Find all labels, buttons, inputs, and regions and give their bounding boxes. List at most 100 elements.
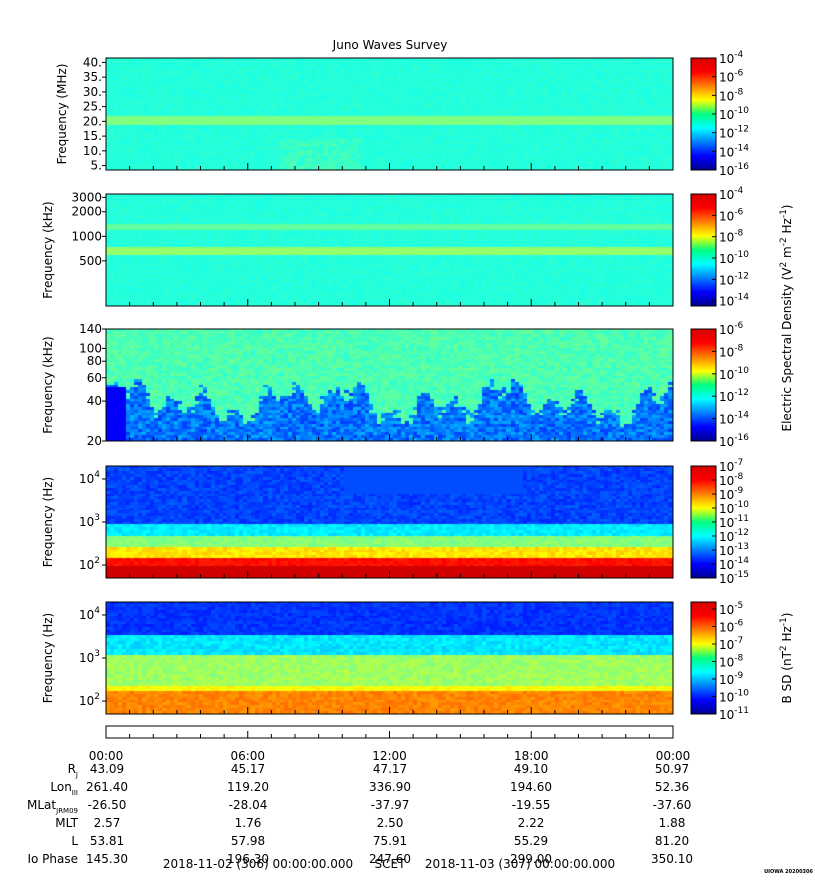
x-tick-label: 18:00 bbox=[514, 749, 549, 763]
ephemeris-value: 81.20 bbox=[655, 834, 689, 848]
ephemeris-value: 45.17 bbox=[231, 762, 265, 776]
x-tick-label: 00:00 bbox=[656, 749, 691, 763]
colorbar-tick-label: 10-10 bbox=[719, 250, 749, 266]
ephemeris-value: 299.00 bbox=[510, 852, 552, 866]
y-axis-label: Frequency (Hz) bbox=[41, 477, 55, 568]
y-tick-label: 60 bbox=[87, 371, 102, 385]
spectrogram-3 bbox=[106, 329, 673, 441]
ephemeris-value: 55.29 bbox=[514, 834, 548, 848]
colorbar-tick-label: 10-10 bbox=[719, 689, 749, 705]
colorbar-tick-label: 10-16 bbox=[719, 162, 749, 178]
ephemeris-label: Io Phase bbox=[27, 852, 78, 866]
ephemeris-value: 43.09 bbox=[90, 762, 124, 776]
y-tick-label: 1000 bbox=[71, 229, 102, 243]
ephemeris-value: 261.40 bbox=[86, 780, 128, 794]
ephemeris-value: 57.98 bbox=[231, 834, 265, 848]
y-tick-label: 102 bbox=[79, 692, 100, 708]
colorbar-tick-label: 10-14 bbox=[719, 143, 749, 159]
chart-title: Juno Waves Survey bbox=[332, 38, 448, 52]
ephemeris-value: 145.30 bbox=[86, 852, 128, 866]
ephemeris-value: 247.60 bbox=[369, 852, 411, 866]
y-tick-label: 80 bbox=[87, 354, 102, 368]
y-tick-label: 103 bbox=[79, 649, 100, 665]
y-axis-label: Frequency (Hz) bbox=[41, 613, 55, 704]
ephemeris-label: LonIII bbox=[50, 780, 78, 797]
colorbar-5 bbox=[690, 601, 717, 715]
colorbar-tick-label: 10-8 bbox=[719, 87, 744, 103]
y-tick-label: 25. bbox=[83, 100, 102, 114]
ephemeris-label: MLT bbox=[55, 816, 78, 830]
ephemeris-value: 47.17 bbox=[373, 762, 407, 776]
y-tick-label: 100 bbox=[79, 341, 102, 355]
ephemeris-value: 1.88 bbox=[659, 816, 686, 830]
colorbar-tick-label: 10-11 bbox=[719, 706, 749, 722]
colorbar-tick-label: 10-6 bbox=[719, 619, 744, 635]
colorbar-tick-label: 10-14 bbox=[719, 411, 749, 427]
colorbar-label-electric: Electric Spectral Density (V2 m-2 Hz-1) bbox=[779, 204, 794, 431]
y-tick-label: 20 bbox=[87, 434, 102, 448]
y-tick-label: 102 bbox=[79, 556, 100, 572]
colorbar-tick-label: 10-12 bbox=[719, 271, 749, 287]
y-tick-label: 15. bbox=[83, 129, 102, 143]
y-tick-label: 40. bbox=[83, 55, 102, 69]
colorbar-tick-label: 10-7 bbox=[719, 636, 743, 652]
y-tick-label: 40 bbox=[87, 394, 102, 408]
scet-left: 2018-11-02 (306) 00:00:00.000 bbox=[163, 857, 353, 871]
colorbar-tick-label: 10-14 bbox=[719, 293, 749, 309]
scet-center: SCET bbox=[375, 857, 407, 871]
spectrogram-5 bbox=[106, 602, 673, 714]
y-axis-label: Frequency (kHz) bbox=[41, 336, 55, 433]
colorbar-tick-label: 10-4 bbox=[719, 50, 744, 66]
scet-right: 2018-11-03 (307) 00:00:00.000 bbox=[425, 857, 615, 871]
y-axis-label: Frequency (MHz) bbox=[55, 64, 69, 165]
ephemeris-value: 1.76 bbox=[235, 816, 262, 830]
y-tick-label: 20. bbox=[83, 114, 102, 128]
spectrogram-2 bbox=[106, 194, 673, 306]
ephemeris-value: 2.57 bbox=[94, 816, 121, 830]
colorbar-2 bbox=[690, 193, 717, 307]
y-tick-label: 2000 bbox=[71, 205, 102, 219]
colorbar-tick-label: 10-6 bbox=[719, 207, 744, 223]
colorbar-3 bbox=[690, 328, 717, 442]
y-tick-label: 35. bbox=[83, 70, 102, 84]
colorbar-1 bbox=[690, 57, 717, 171]
x-tick-label: 12:00 bbox=[372, 749, 407, 763]
colorbar-labels: Electric Spectral Density (V2 m-2 Hz-1) B… bbox=[779, 204, 794, 703]
colorbar-tick-label: 10-8 bbox=[719, 343, 744, 359]
spectrogram-panels: 40.35.30.25.20.15.10.5. Frequency (MHz) 30… bbox=[41, 55, 674, 715]
spectrogram-4 bbox=[106, 466, 673, 578]
y-tick-label: 104 bbox=[79, 606, 100, 622]
ephemeris-value: -37.60 bbox=[653, 798, 692, 812]
y-tick-label: 30. bbox=[83, 85, 102, 99]
y-tick-label: 140 bbox=[79, 322, 102, 336]
colorbar-tick-label: 10-6 bbox=[719, 321, 744, 337]
colorbar-tick-label: 10-15 bbox=[719, 570, 749, 586]
y-tick-label: 10. bbox=[83, 144, 102, 158]
ephemeris-value: 119.20 bbox=[227, 780, 269, 794]
time-axis: 00:00 06:00 12:00 18:00 00:00 bbox=[89, 725, 691, 763]
ephemeris-label: MLatJRM09 bbox=[27, 798, 78, 815]
footer-stamp: UIOWA 20200306 bbox=[764, 869, 813, 875]
spectrogram-1 bbox=[106, 58, 673, 170]
x-tick-label: 00:00 bbox=[89, 749, 124, 763]
colorbar-tick-label: 10-16 bbox=[719, 433, 749, 449]
colorbar-label-magnetic: B SD (nT2 Hz-1) bbox=[779, 613, 794, 704]
ephemeris-label: RJ bbox=[68, 762, 78, 779]
colorbar-tick-label: 10-8 bbox=[719, 229, 744, 245]
ephemeris-value: 350.10 bbox=[651, 852, 693, 866]
colorbar-tick-label: 10-10 bbox=[719, 106, 749, 122]
colorbar-tick-label: 10-10 bbox=[719, 366, 749, 382]
ephemeris-value: 53.81 bbox=[90, 834, 124, 848]
ephemeris-value: -19.55 bbox=[512, 798, 551, 812]
ephemeris-value: -26.50 bbox=[88, 798, 127, 812]
ephemeris-table: RJ 43.09 45.17 47.17 49.10 50.97 LonIII 261.40 1… bbox=[27, 762, 693, 866]
colorbar-tick-label: 10-9 bbox=[719, 671, 744, 687]
y-tick-label: 5. bbox=[91, 159, 102, 173]
ephemeris-value: 2.50 bbox=[377, 816, 404, 830]
ephemeris-value: 49.10 bbox=[514, 762, 548, 776]
ephemeris-value: 75.91 bbox=[373, 834, 407, 848]
ephemeris-value: 2.22 bbox=[518, 816, 545, 830]
y-tick-label: 3000 bbox=[71, 190, 102, 204]
ephemeris-value: 194.60 bbox=[510, 780, 552, 794]
